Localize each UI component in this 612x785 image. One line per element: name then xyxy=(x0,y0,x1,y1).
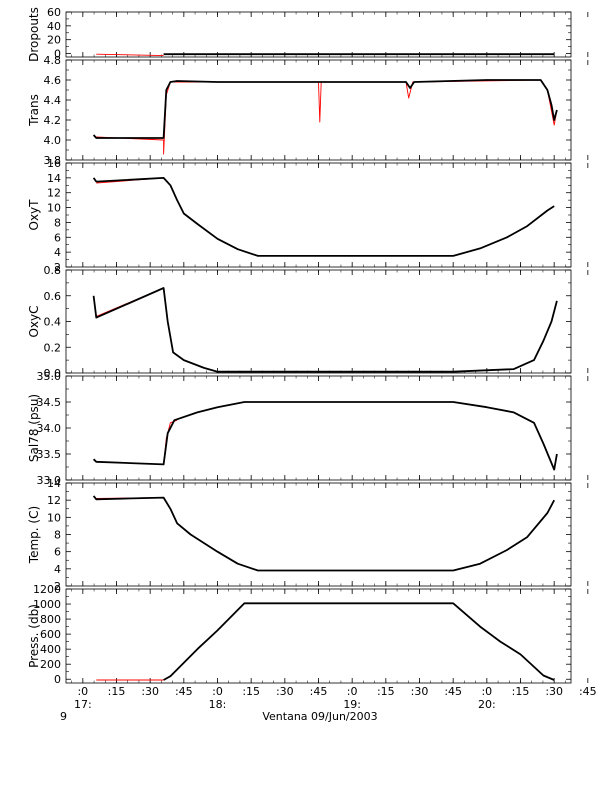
x-hour-label: 20: xyxy=(478,698,496,711)
y-tick-label: 0 xyxy=(54,48,61,61)
y-tick-label: 400 xyxy=(40,643,61,656)
panel-frame xyxy=(65,59,572,161)
time-axis: :0 :15 :30 :45 :0 :15 :30 :45 :0 :15 :30 :45 :0 :15 :3… xyxy=(74,685,597,711)
y-tick-label: 4 xyxy=(54,246,61,259)
x-tick-label: :0 xyxy=(212,685,223,698)
x-tick-label: :30 xyxy=(411,685,429,698)
panel-2: 3.8 4.0 4.2 4.4 4.6 4.8 Trans xyxy=(27,54,589,167)
x-tick-label: :15 xyxy=(242,685,260,698)
panels: 0204060Dropouts3.84.04.24.44.64.8Trans24… xyxy=(27,6,589,686)
y-axis-label: Temp. (C) xyxy=(27,506,41,564)
y-tick-label: 8 xyxy=(54,216,61,229)
x-tick-label: :45 xyxy=(175,685,193,698)
y-tick-label: 6 xyxy=(54,231,61,244)
cast-series-line xyxy=(92,79,558,139)
interpolated-series-line xyxy=(96,53,164,57)
x-tick-label: :45 xyxy=(579,685,597,698)
panel-3: 2 4 6 810 12 14 16 OxyT xyxy=(27,157,589,274)
x-tick-label: :30 xyxy=(545,685,563,698)
x-tick-label: :0 xyxy=(347,685,358,698)
y-axis-label: OxyC xyxy=(27,305,41,337)
cast-series-line xyxy=(92,401,558,471)
panel-5: 33.0 33.5 34.0 34.5 35.0 Sal78 (psu) xyxy=(27,370,589,487)
y-tick-label: 34.5 xyxy=(37,396,62,409)
cast-series-line xyxy=(163,602,555,681)
y-tick-label: 14 xyxy=(47,477,61,490)
y-axis-label: OxyT xyxy=(27,199,41,231)
y-axis-label: Trans xyxy=(27,94,41,127)
x-tick-label: :15 xyxy=(108,685,126,698)
y-tick-label: 34.0 xyxy=(37,422,62,435)
y-tick-label: 2 xyxy=(54,580,61,593)
y-tick-label: 4.8 xyxy=(44,54,62,67)
y-tick-label: 10 xyxy=(47,511,61,524)
y-axis-label: Press. (db) xyxy=(27,604,41,668)
x-tick-label: :15 xyxy=(512,685,530,698)
panel-4: 0.0 0.2 0.4 0.6 0.8 OxyC xyxy=(27,264,589,380)
x-tick-label: :15 xyxy=(377,685,395,698)
y-tick-label: 1000 xyxy=(33,598,61,611)
y-tick-label: 4 xyxy=(54,563,61,576)
x-tick-label: :45 xyxy=(444,685,462,698)
y-tick-label: 12 xyxy=(47,494,61,507)
x-tick-label: :45 xyxy=(310,685,328,698)
y-tick-label: 33.5 xyxy=(37,448,62,461)
panel-frame xyxy=(65,11,572,58)
x-tick-label: :30 xyxy=(276,685,294,698)
y-tick-label: 800 xyxy=(40,613,61,626)
y-tick-label: 0 xyxy=(54,673,61,686)
y-tick-label: 4.2 xyxy=(44,114,62,127)
y-tick-label: 0.8 xyxy=(44,264,62,277)
x-hour-label: 17: xyxy=(74,698,92,711)
corner-label: 9 xyxy=(60,710,67,723)
y-tick-label: 12 xyxy=(47,187,61,200)
y-tick-label: 4.6 xyxy=(44,74,62,87)
cast-series-line xyxy=(92,495,555,572)
x-hour-label: 18: xyxy=(209,698,227,711)
panel-6: 2 4 6 8 10 12 14 Temp. (C) xyxy=(27,477,589,593)
x-tick-label: :0 xyxy=(481,685,492,698)
x-tick-label: :30 xyxy=(141,685,159,698)
cast-series-line xyxy=(92,176,555,257)
y-tick-label: 60 xyxy=(47,6,61,19)
y-tick-label: 8 xyxy=(54,529,61,542)
y-tick-label: 35.0 xyxy=(37,370,62,383)
y-tick-label: 20 xyxy=(47,34,61,47)
y-tick-label: 0.2 xyxy=(44,341,62,354)
cast-series-line xyxy=(92,287,558,373)
y-tick-label: 0.4 xyxy=(44,316,62,329)
y-tick-label: 600 xyxy=(40,628,61,641)
y-tick-label: 3.8 xyxy=(44,154,62,167)
y-tick-label: 6 xyxy=(54,546,61,559)
y-tick-label: 1200 xyxy=(33,583,61,596)
panel-7: 0 200 400 600 800 1000 1200 Press. (db) xyxy=(27,583,589,686)
y-tick-label: 200 xyxy=(40,658,61,671)
y-tick-label: 14 xyxy=(47,172,61,185)
y-tick-label: 4.4 xyxy=(44,94,62,107)
y-axis-label: Sal78 (psu) xyxy=(27,394,41,462)
x-tick-label: :0 xyxy=(77,685,88,698)
y-tick-label: 0.0 xyxy=(44,367,62,380)
y-tick-label: 2 xyxy=(54,261,61,274)
y-tick-label: 4.0 xyxy=(44,134,62,147)
y-tick-label: 40 xyxy=(47,20,61,33)
panel-frame xyxy=(65,269,572,374)
y-tick-label: 33.0 xyxy=(37,474,62,487)
y-tick-label: 16 xyxy=(47,157,61,170)
y-tick-label: 0.6 xyxy=(44,290,62,303)
footer-label: Ventana 09/Jun/2003 xyxy=(262,710,377,723)
x-hour-label: 19: xyxy=(343,698,361,711)
y-tick-label: 10 xyxy=(47,202,61,215)
y-axis-label: Dropouts xyxy=(27,7,41,62)
